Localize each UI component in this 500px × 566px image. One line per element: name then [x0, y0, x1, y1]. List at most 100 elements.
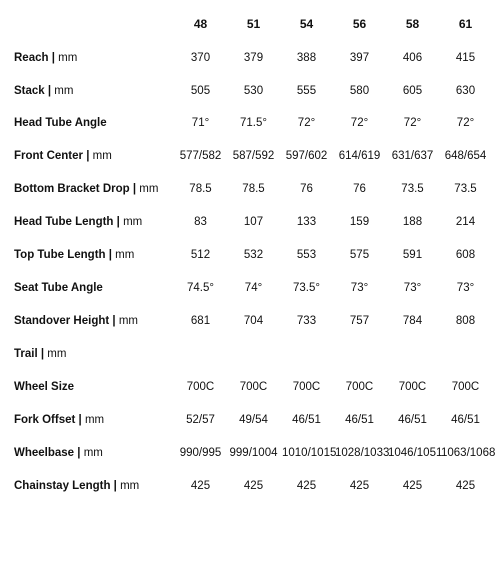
- cell: 188: [386, 206, 439, 239]
- cell: 76: [333, 173, 386, 206]
- row-label-unit: mm: [84, 447, 103, 459]
- header-row: 48 51 54 56 58 61: [14, 8, 492, 42]
- cell: 73.5°: [280, 272, 333, 305]
- row-label-name: Wheelbase: [14, 447, 74, 459]
- cell: [386, 338, 439, 371]
- cell: 46/51: [386, 404, 439, 437]
- row-label-name: Head Tube Length: [14, 216, 113, 228]
- cell: 990/995: [174, 437, 227, 470]
- cell: 580: [333, 75, 386, 108]
- row-label-name: Bottom Bracket Drop: [14, 183, 130, 195]
- cell: 214: [439, 206, 492, 239]
- row-label: Front Center | mm: [14, 140, 174, 173]
- row-label: Seat Tube Angle: [14, 272, 174, 305]
- row-label: Stack | mm: [14, 75, 174, 108]
- cell: 71.5°: [227, 107, 280, 140]
- cell: 425: [280, 470, 333, 503]
- cell: [439, 338, 492, 371]
- cell: 700C: [280, 371, 333, 404]
- cell: 415: [439, 42, 492, 75]
- row-label-separator: |: [49, 52, 59, 64]
- size-header: 61: [439, 8, 492, 42]
- cell: 700C: [333, 371, 386, 404]
- row-label-separator: |: [75, 414, 85, 426]
- size-header: 48: [174, 8, 227, 42]
- cell: 704: [227, 305, 280, 338]
- row-label-name: Top Tube Length: [14, 249, 106, 261]
- cell: 555: [280, 75, 333, 108]
- cell: 74.5°: [174, 272, 227, 305]
- size-header: 51: [227, 8, 280, 42]
- row-label: Wheelbase | mm: [14, 437, 174, 470]
- row-label: Chainstay Length | mm: [14, 470, 174, 503]
- cell: 159: [333, 206, 386, 239]
- row-label-name: Fork Offset: [14, 414, 75, 426]
- cell: 72°: [333, 107, 386, 140]
- cell: 505: [174, 75, 227, 108]
- row-label-name: Front Center: [14, 150, 83, 162]
- row-label-unit: mm: [93, 150, 112, 162]
- header-blank: [14, 8, 174, 42]
- table-row: Top Tube Length | mm512532553575591608: [14, 239, 492, 272]
- table-row: Head Tube Angle71°71.5°72°72°72°72°: [14, 107, 492, 140]
- row-label-name: Standover Height: [14, 315, 109, 327]
- cell: 757: [333, 305, 386, 338]
- cell: 784: [386, 305, 439, 338]
- row-label-unit: mm: [54, 85, 73, 97]
- cell: 406: [386, 42, 439, 75]
- size-header: 56: [333, 8, 386, 42]
- cell: 577/582: [174, 140, 227, 173]
- table-row: Wheel Size700C700C700C700C700C700C: [14, 371, 492, 404]
- cell: 52/57: [174, 404, 227, 437]
- cell: 73°: [439, 272, 492, 305]
- table-row: Fork Offset | mm52/5749/5446/5146/5146/5…: [14, 404, 492, 437]
- row-label-unit: mm: [115, 249, 134, 261]
- row-label: Head Tube Angle: [14, 107, 174, 140]
- table-row: Chainstay Length | mm425425425425425425: [14, 470, 492, 503]
- row-label: Bottom Bracket Drop | mm: [14, 173, 174, 206]
- cell: 808: [439, 305, 492, 338]
- row-label: Head Tube Length | mm: [14, 206, 174, 239]
- cell: 591: [386, 239, 439, 272]
- cell: 681: [174, 305, 227, 338]
- cell: 397: [333, 42, 386, 75]
- row-label-separator: |: [106, 249, 116, 261]
- cell: 587/592: [227, 140, 280, 173]
- table-row: Seat Tube Angle74.5°74°73.5°73°73°73°: [14, 272, 492, 305]
- size-header: 58: [386, 8, 439, 42]
- row-label-separator: |: [74, 447, 84, 459]
- row-label-separator: |: [130, 183, 140, 195]
- cell: 608: [439, 239, 492, 272]
- cell: 512: [174, 239, 227, 272]
- cell: 425: [386, 470, 439, 503]
- cell: 597/602: [280, 140, 333, 173]
- row-label: Top Tube Length | mm: [14, 239, 174, 272]
- table-row: Standover Height | mm681704733757784808: [14, 305, 492, 338]
- row-label-name: Wheel Size: [14, 381, 74, 393]
- cell: 700C: [174, 371, 227, 404]
- cell: 700C: [439, 371, 492, 404]
- row-label-name: Seat Tube Angle: [14, 282, 103, 294]
- cell: 46/51: [333, 404, 386, 437]
- cell: 425: [174, 470, 227, 503]
- cell: 370: [174, 42, 227, 75]
- row-label-unit: mm: [119, 315, 138, 327]
- table-row: Bottom Bracket Drop | mm78.578.5767673.5…: [14, 173, 492, 206]
- row-label-unit: mm: [123, 216, 142, 228]
- cell: 73.5: [439, 173, 492, 206]
- cell: [280, 338, 333, 371]
- cell: 388: [280, 42, 333, 75]
- row-label: Standover Height | mm: [14, 305, 174, 338]
- row-label: Fork Offset | mm: [14, 404, 174, 437]
- cell: 700C: [227, 371, 280, 404]
- row-label-separator: |: [110, 480, 120, 492]
- cell: 999/1004: [227, 437, 280, 470]
- row-label-name: Trail: [14, 348, 38, 360]
- row-label-unit: mm: [58, 52, 77, 64]
- cell: 1046/1051: [386, 437, 439, 470]
- table-row: Front Center | mm577/582587/592597/60261…: [14, 140, 492, 173]
- row-label-name: Chainstay Length: [14, 480, 110, 492]
- row-label-unit: mm: [120, 480, 139, 492]
- cell: 71°: [174, 107, 227, 140]
- cell: 425: [439, 470, 492, 503]
